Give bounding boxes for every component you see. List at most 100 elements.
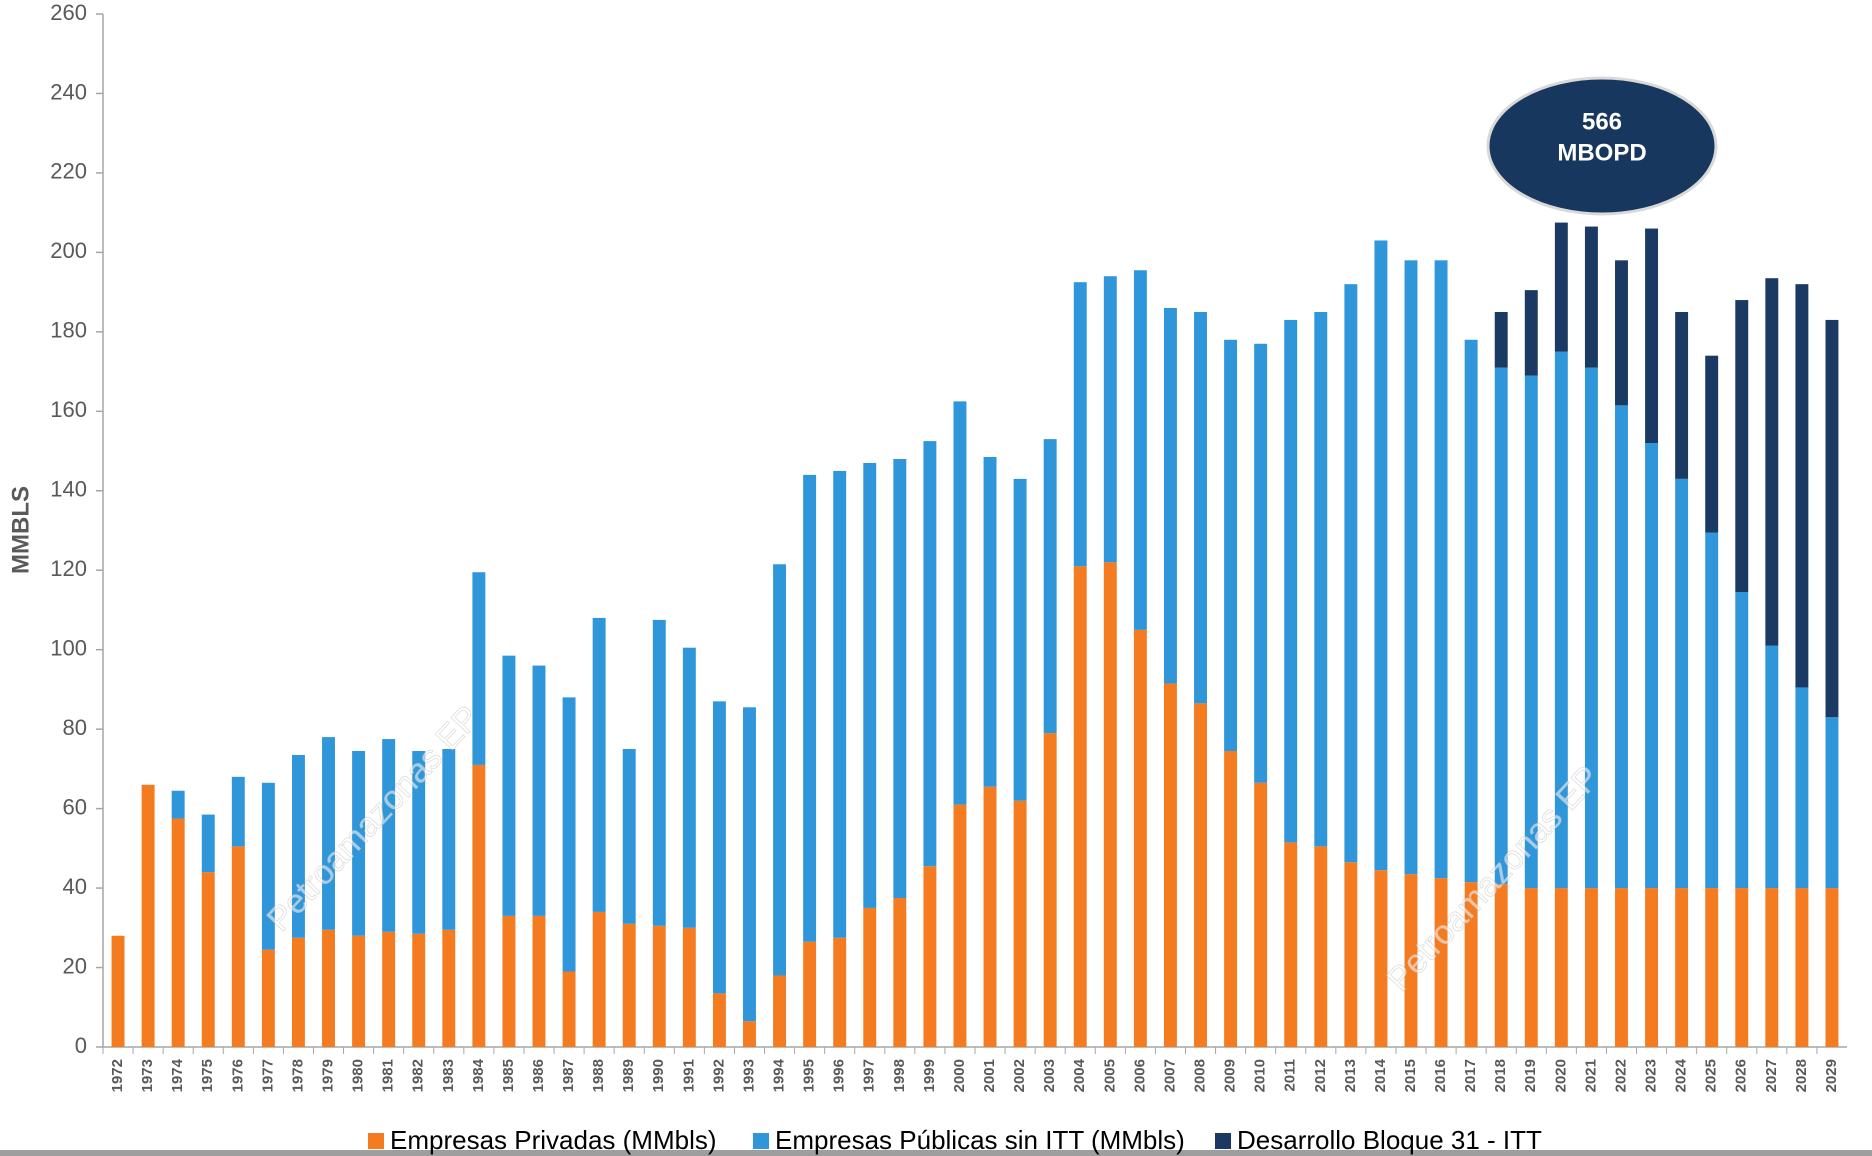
bar-segment: [803, 474, 817, 942]
bar-segment: [1464, 882, 1478, 1047]
bar-segment: [1584, 226, 1598, 368]
y-tick-label: 120: [50, 556, 87, 581]
y-axis-label: MMBLS: [7, 486, 34, 574]
bar-segment: [1133, 270, 1147, 630]
bar-segment: [592, 911, 606, 1047]
bar-segment: [1795, 687, 1809, 889]
bar-segment: [1043, 439, 1057, 734]
x-tick-label: 2026: [1733, 1059, 1750, 1092]
y-tick-label: 200: [50, 238, 87, 263]
bar-segment: [1584, 888, 1598, 1047]
bar-segment: [1344, 284, 1358, 863]
x-tick-label: 2027: [1763, 1059, 1780, 1092]
x-tick-label: 1976: [229, 1059, 246, 1092]
y-tick-label: 140: [50, 477, 87, 502]
x-tick-label: 1994: [771, 1058, 788, 1092]
bar-segment: [1524, 888, 1538, 1047]
x-tick-label: 2003: [1041, 1059, 1058, 1092]
legend-label: Empresas Privadas (MMbls): [390, 1125, 717, 1155]
bar-segment: [322, 737, 335, 930]
bar-segment: [1434, 260, 1448, 879]
bar-segment: [953, 401, 967, 805]
bar-segment: [1013, 800, 1027, 1047]
bar-segment: [1795, 888, 1809, 1047]
x-tick-label: 2011: [1282, 1059, 1299, 1092]
bar-segment: [923, 441, 937, 867]
bar-segment: [1314, 311, 1328, 847]
legend-swatch: [368, 1133, 384, 1149]
x-tick-label: 1984: [470, 1058, 487, 1092]
bar-segment: [1554, 222, 1568, 352]
x-tick-label: 2000: [951, 1059, 968, 1092]
y-tick-label: 0: [75, 1033, 87, 1058]
bar-segment: [352, 751, 366, 936]
bar-segment: [412, 751, 426, 934]
bar-segment: [1524, 290, 1538, 376]
bar-segment: [1103, 562, 1117, 1047]
bar-segment: [773, 975, 787, 1047]
y-tick-label: 60: [63, 794, 87, 819]
x-tick-label: 2019: [1522, 1059, 1539, 1092]
bar-segment: [1224, 751, 1238, 1047]
x-tick-label: 1972: [109, 1059, 126, 1092]
bar-segment: [983, 786, 997, 1047]
bar-segment: [743, 707, 756, 1022]
bar-segment: [562, 697, 576, 972]
bar-segment: [111, 935, 125, 1047]
bar-segment: [1795, 284, 1809, 688]
annotation-bubble: [1486, 76, 1718, 216]
y-tick-label: 240: [50, 79, 87, 104]
bar-segment: [1825, 888, 1839, 1047]
legend-label: Empresas Públicas sin ITT (MMbls): [775, 1125, 1185, 1155]
bar-segment: [893, 458, 907, 899]
bar-segment: [803, 941, 817, 1047]
bar-segment: [352, 935, 366, 1047]
bar-segment: [382, 931, 396, 1047]
x-tick-label: 1975: [199, 1059, 216, 1092]
legend-swatch: [753, 1133, 769, 1149]
x-tick-label: 1987: [560, 1059, 577, 1092]
bar-segment: [532, 665, 546, 916]
bar-segment: [1073, 282, 1087, 567]
x-tick-label: 2010: [1252, 1059, 1269, 1092]
x-tick-label: 1992: [710, 1059, 727, 1092]
bottom-bar: [0, 1150, 1872, 1156]
bar-segment: [1284, 319, 1298, 843]
bar-segment: [1434, 878, 1448, 1047]
bar-segment: [1374, 240, 1388, 871]
bar-segment: [863, 462, 877, 908]
bar-segment: [622, 749, 636, 924]
bar-segment: [1464, 339, 1478, 883]
bar-segment: [923, 866, 937, 1047]
bar-segment: [1675, 888, 1689, 1047]
x-tick-label: 1977: [259, 1059, 276, 1092]
bar-segment: [171, 790, 185, 819]
x-tick-label: 1995: [801, 1059, 818, 1092]
bar-segment: [1735, 888, 1749, 1047]
bar-segment: [201, 872, 215, 1047]
x-tick-label: 1988: [590, 1059, 607, 1092]
bar-segment: [1615, 405, 1628, 889]
bar-segment: [1344, 862, 1358, 1047]
bar-segment: [1073, 566, 1087, 1047]
bar-segment: [261, 782, 275, 950]
x-tick-label: 1996: [831, 1059, 848, 1092]
bar-segment: [1494, 367, 1508, 885]
bar-segment: [1013, 478, 1027, 801]
bar-segment: [1645, 443, 1659, 889]
bar-segment: [1645, 228, 1659, 444]
y-tick-label: 220: [50, 159, 87, 184]
x-tick-label: 2025: [1703, 1059, 1720, 1092]
bar-segment: [622, 923, 636, 1047]
x-tick-label: 2002: [1011, 1059, 1028, 1092]
bar-segment: [1615, 888, 1628, 1047]
bar-segment: [773, 564, 787, 976]
bar-segment: [442, 929, 456, 1047]
x-tick-label: 2014: [1372, 1058, 1389, 1092]
annotation-text: 566: [1582, 108, 1622, 135]
bar-segment: [382, 739, 396, 932]
bar-segment: [592, 617, 606, 912]
x-tick-label: 2001: [981, 1059, 998, 1092]
bar-segment: [833, 470, 847, 938]
